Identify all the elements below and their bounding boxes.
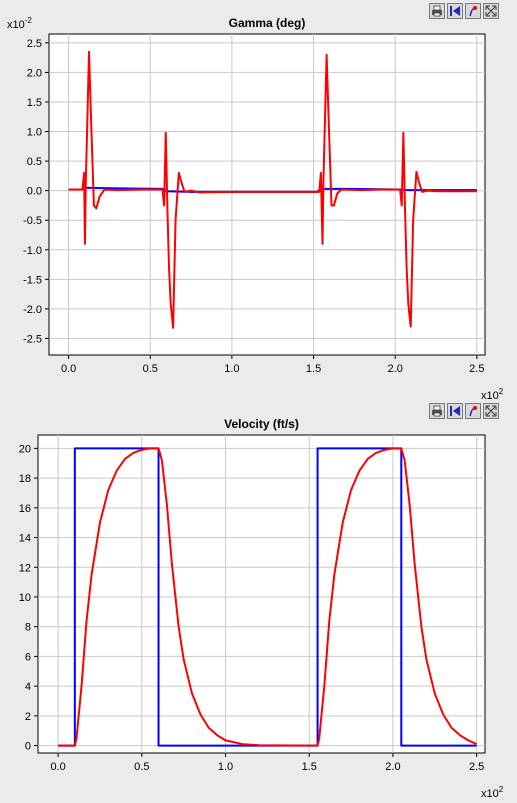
y-tick-label: -2.0 (23, 304, 42, 316)
print-button[interactable] (429, 403, 445, 419)
y-multiplier-exponent: -2 (25, 16, 33, 25)
reset-view-icon (450, 406, 460, 416)
marker-tool-icon (469, 6, 477, 17)
x-tick-label: 1.5 (302, 761, 317, 773)
x-multiplier-exponent: 2 (499, 387, 504, 396)
plot-area (48, 33, 486, 356)
y-tick-label: 6 (25, 651, 31, 663)
y-tick-label: 20 (19, 443, 31, 455)
y-tick-label: 0 (25, 741, 31, 753)
y-tick-label: -0.5 (23, 215, 42, 227)
x-tick-label: 2.0 (385, 761, 400, 773)
x-tick-label: 0.0 (50, 761, 65, 773)
marker-tool-button[interactable] (465, 403, 481, 419)
series-line (68, 50, 477, 329)
y-tick-label: 16 (19, 503, 31, 515)
y-tick-label: 14 (19, 533, 31, 545)
y-tick-label: -1.0 (23, 245, 42, 257)
x-tick-label: 1.5 (306, 363, 321, 375)
x-tick-label: 0.5 (143, 363, 158, 375)
x-axis-multiplier: x102 (481, 387, 504, 400)
y-tick-label: -1.5 (23, 274, 42, 286)
gamma-toolbar (429, 3, 499, 19)
reset-view-button[interactable] (447, 403, 463, 419)
x-tick-label: 2.5 (469, 761, 484, 773)
fit-view-icon (485, 405, 497, 417)
x-tick-label: 2.0 (388, 363, 403, 375)
series-line (58, 447, 478, 747)
chart-title: Gamma (deg) (229, 16, 306, 30)
x-tick-label: 1.0 (224, 363, 239, 375)
gamma-chart: Gamma (deg) 0.0 0.5 1.0 1.5 2.0 2.5 2.5 2.0 1.5 1.… (7, 16, 504, 400)
plot-area (37, 434, 486, 754)
print-button[interactable] (429, 3, 445, 19)
fit-view-icon (485, 5, 497, 17)
x-tick-label: 0.5 (134, 761, 149, 773)
y-tick-label: 10 (19, 592, 31, 604)
x-tick-label: 0.0 (61, 363, 76, 375)
y-tick-label: 18 (19, 473, 31, 485)
y-tick-label: 4 (25, 681, 31, 693)
x-multiplier-base: x10 (481, 788, 499, 800)
x-multiplier-exponent: 2 (499, 785, 504, 794)
y-tick-label: 1.0 (27, 127, 42, 139)
y-tick-label: 2.5 (27, 38, 42, 50)
x-axis-multiplier: x102 (481, 785, 504, 800)
y-tick-label: 0.0 (27, 186, 42, 198)
printer-icon (432, 5, 442, 17)
reset-view-icon (450, 6, 460, 16)
y-tick-label: 1.5 (27, 97, 42, 109)
x-multiplier-base: x10 (481, 390, 499, 400)
y-tick-label: 12 (19, 562, 31, 574)
printer-icon (432, 405, 442, 417)
y-multiplier-base: x10 (7, 19, 25, 31)
marker-tool-button[interactable] (465, 3, 481, 19)
y-tick-label: 2.0 (27, 67, 42, 79)
y-tick-label: -2.5 (23, 333, 42, 345)
series-line (58, 447, 477, 747)
x-tick-label: 2.5 (469, 363, 484, 375)
y-axis-multiplier: x10-2 (7, 16, 32, 31)
fit-view-button[interactable] (483, 3, 499, 19)
y-tick-label: 0.5 (27, 156, 42, 168)
reset-view-button[interactable] (447, 3, 463, 19)
y-tick-label: 8 (25, 622, 31, 634)
y-tick-label: 2 (25, 711, 31, 723)
marker-tool-icon (469, 406, 477, 417)
velocity-toolbar (429, 403, 499, 419)
velocity-chart-panel: Velocity (ft/s) 0.0 0.5 1.0 1.5 2.0 2.5 20 18 16 1… (0, 400, 517, 803)
x-tick-label: 1.0 (218, 761, 233, 773)
fit-view-button[interactable] (483, 403, 499, 419)
velocity-chart: Velocity (ft/s)0.0 0.5 1.0 1.5 2.0 2.52018161… (19, 417, 504, 800)
chart-title: Velocity (ft/s) (224, 417, 299, 431)
gamma-chart-panel: Gamma (deg) 0.0 0.5 1.0 1.5 2.0 2.5 2.5 2.0 1.5 1.… (0, 0, 517, 400)
